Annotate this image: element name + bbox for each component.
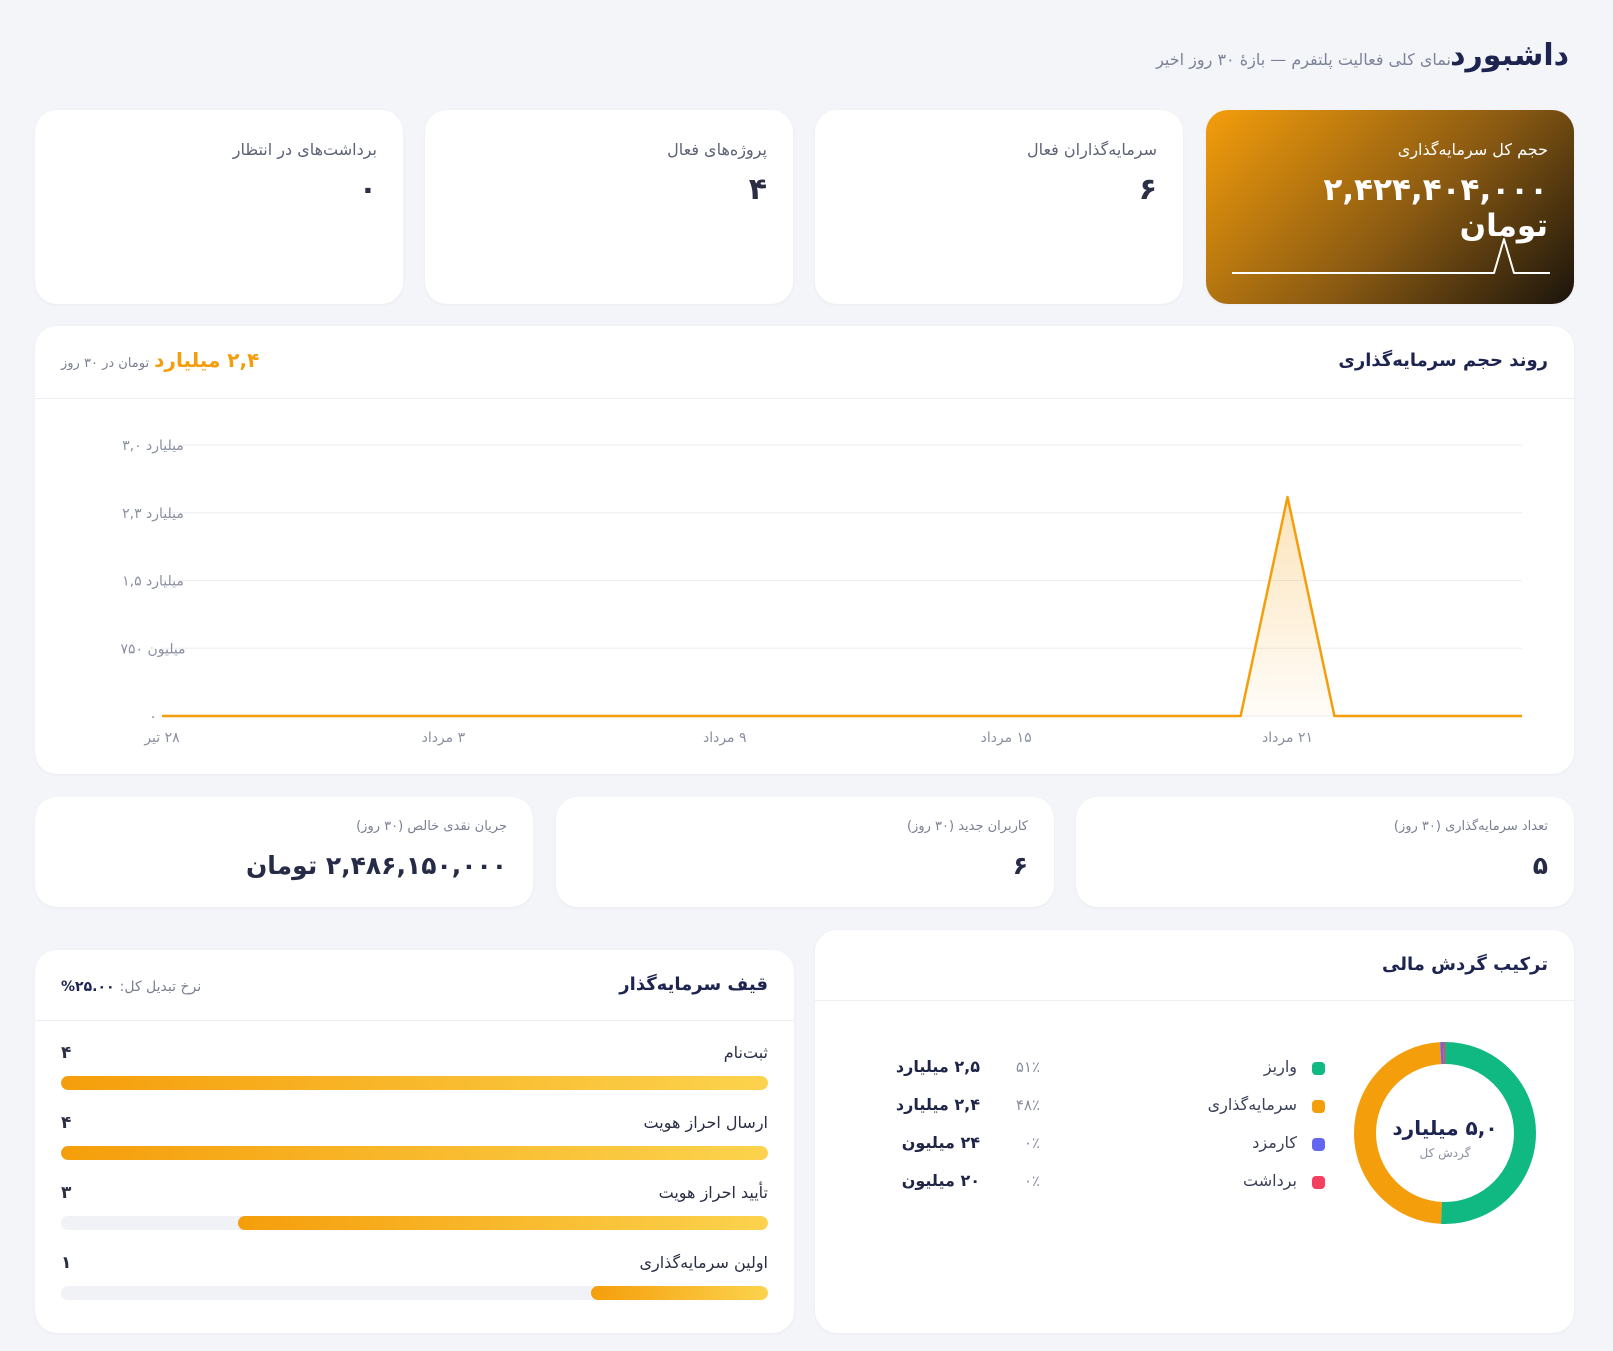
investor-funnel-card: قیف سرمایه‌گذار نرخ تبدیل کل: ۲۵.۰۰% ثبت…	[35, 950, 794, 1333]
y-tick-label: ۱,۵ میلیارد	[122, 574, 184, 590]
conversion-rate: نرخ تبدیل کل: ۲۵.۰۰%	[61, 976, 201, 995]
financial-composition-card: ترکیب گردش مالی ۵,۰ میلیارد گردش کل واری…	[815, 930, 1574, 1333]
kpi-label: جریان نقدی خالص (۳۰ روز)	[356, 819, 507, 834]
kpi-card-total-investment: حجم کل سرمایه‌گذاری ۲,۴۲۴,۴۰۴,۰۰۰ تومان	[1206, 110, 1574, 304]
funnel-step-count: ۳	[61, 1183, 72, 1203]
legend-name: واریز	[1263, 1057, 1297, 1076]
kpi-value: ۶	[1012, 851, 1028, 880]
funnel-step-count: ۴	[61, 1113, 72, 1133]
series-line	[162, 495, 1522, 718]
legend-percent: ۰٪	[1023, 1172, 1040, 1190]
funnel-step-label: اولین سرمایه‌گذاری	[639, 1253, 768, 1272]
funnel-step-track	[61, 1286, 768, 1300]
legend-name: کارمزد	[1252, 1133, 1297, 1152]
x-tick-label: ۲۱ مرداد	[1262, 730, 1313, 746]
x-tick-label: ۹ مرداد	[703, 730, 747, 746]
legend-name: برداشت	[1243, 1171, 1297, 1190]
funnel-step-track	[61, 1216, 768, 1230]
funnel-step-bar	[237, 1216, 768, 1230]
kpi-card-pending-withdrawals: برداشت‌های در انتظار ۰	[35, 110, 403, 304]
kpi-label: برداشت‌های در انتظار	[232, 140, 377, 159]
funnel-step-track	[61, 1076, 768, 1090]
funnel-step-track	[61, 1146, 768, 1160]
legend-percent: ۴۸٪	[1015, 1096, 1040, 1114]
investment-trend-card: روند حجم سرمایه‌گذاری ۲,۴ میلیارد تومان …	[35, 326, 1574, 774]
card-divider	[35, 1020, 794, 1021]
y-tick-label: ۳,۰ میلیارد	[122, 438, 184, 454]
x-tick-label: ۱۵ مرداد	[981, 730, 1032, 746]
page-title: داشبورد	[1450, 38, 1569, 73]
y-tick-label: ۷۵۰ میلیون	[120, 641, 185, 657]
legend-amount: ۲,۵ میلیارد	[895, 1057, 980, 1076]
kpi-label: پروژه‌های فعال	[667, 140, 767, 159]
kpi-value: ۰	[358, 172, 377, 207]
kpi-card-net-cashflow: جریان نقدی خالص (۳۰ روز) ۲,۴۸۶,۱۵۰,۰۰۰ ت…	[35, 797, 533, 907]
page-subtitle: نمای کلی فعالیت پلتفرم — بازهٔ ۳۰ روز اخ…	[1156, 50, 1451, 69]
legend-amount: ۲۴ میلیون	[901, 1133, 980, 1152]
legend-row: برداشت ۰٪ ۲۰ میلیون	[865, 1171, 1325, 1195]
legend-color-swatch	[1312, 1062, 1325, 1075]
card-divider	[815, 1000, 1574, 1001]
trend-total-value: ۲,۴ میلیارد	[154, 348, 260, 372]
series-area	[162, 496, 1522, 716]
kpi-label: حجم کل سرمایه‌گذاری	[1397, 140, 1548, 159]
kpi-value: ۵	[1532, 851, 1548, 880]
trend-total-suffix: تومان در ۳۰ روز	[61, 356, 150, 371]
legend-percent: ۰٪	[1023, 1134, 1040, 1152]
y-tick-label: ۲,۳ میلیارد	[122, 506, 184, 522]
trend-total: ۲,۴ میلیارد تومان در ۳۰ روز	[61, 348, 259, 372]
trend-title: روند حجم سرمایه‌گذاری	[1338, 350, 1548, 371]
donut-center-value: ۵,۰ میلیارد	[1392, 1116, 1498, 1140]
kpi-card-investment-count: تعداد سرمایه‌گذاری (۳۰ روز) ۵	[1076, 797, 1574, 907]
legend-row: واریز ۵۱٪ ۲,۵ میلیارد	[865, 1057, 1325, 1081]
funnel-step-label: تأیید احراز هویت	[658, 1183, 768, 1202]
funnel-step-count: ۴	[61, 1043, 72, 1063]
legend-amount: ۲,۴ میلیارد	[895, 1095, 980, 1114]
funnel-step-count: ۱	[61, 1253, 72, 1273]
legend-row: کارمزد ۰٪ ۲۴ میلیون	[865, 1133, 1325, 1157]
legend-color-swatch	[1312, 1176, 1325, 1189]
legend-name: سرمایه‌گذاری	[1207, 1095, 1297, 1114]
sparkline-line	[1232, 238, 1550, 274]
y-tick-label: ۰	[149, 709, 157, 725]
kpi-card-active-investors: سرمایه‌گذاران فعال ۶	[815, 110, 1183, 304]
legend-amount: ۲۰ میلیون	[901, 1171, 980, 1190]
kpi-label: تعداد سرمایه‌گذاری (۳۰ روز)	[1393, 819, 1548, 834]
kpi-value: ۶	[1138, 172, 1157, 207]
legend-color-swatch	[1312, 1100, 1325, 1113]
conversion-value: ۲۵.۰۰%	[61, 979, 115, 995]
kpi-value: ۲,۴۸۶,۱۵۰,۰۰۰ تومان	[245, 851, 507, 880]
donut-slice	[1354, 1042, 1536, 1224]
kpi-value: ۲,۴۲۴,۴۰۴,۰۰۰ تومان	[1323, 172, 1548, 244]
donut-center-label: گردش کل	[1419, 1146, 1471, 1160]
x-tick-label: ۲۸ تیر	[143, 730, 180, 746]
kpi-label: سرمایه‌گذاران فعال	[1026, 140, 1157, 159]
kpi-label: کاربران جدید (۳۰ روز)	[906, 819, 1028, 834]
kpi-card-active-projects: پروژه‌های فعال ۴	[425, 110, 793, 304]
kpi-card-new-users: کاربران جدید (۳۰ روز) ۶	[556, 797, 1054, 907]
conversion-label: نرخ تبدیل کل:	[119, 979, 202, 995]
funnel-step-bar	[61, 1076, 768, 1090]
card-divider	[35, 398, 1574, 399]
funnel-step-label: ثبت‌نام	[723, 1043, 768, 1062]
donut-slice	[1354, 1042, 1536, 1224]
donut-chart	[1354, 1042, 1536, 1224]
funnel-step-bar	[591, 1286, 768, 1300]
funnel-step-bar	[61, 1146, 768, 1160]
kpi-value: ۴	[748, 172, 767, 207]
x-tick-label: ۳ مرداد	[422, 730, 466, 746]
trend-chart: ۳,۰ میلیارد ۲,۳ میلیارد ۱,۵ میلیارد ۷۵۰ میل…	[120, 438, 1522, 746]
legend-percent: ۵۱٪	[1015, 1058, 1040, 1076]
funnel-step-label: ارسال احراز هویت	[643, 1113, 768, 1132]
legend-color-swatch	[1312, 1138, 1325, 1151]
composition-title: ترکیب گردش مالی	[1382, 954, 1548, 975]
legend-row: سرمایه‌گذاری ۴۸٪ ۲,۴ میلیارد	[865, 1095, 1325, 1119]
funnel-title: قیف سرمایه‌گذار	[619, 974, 768, 995]
